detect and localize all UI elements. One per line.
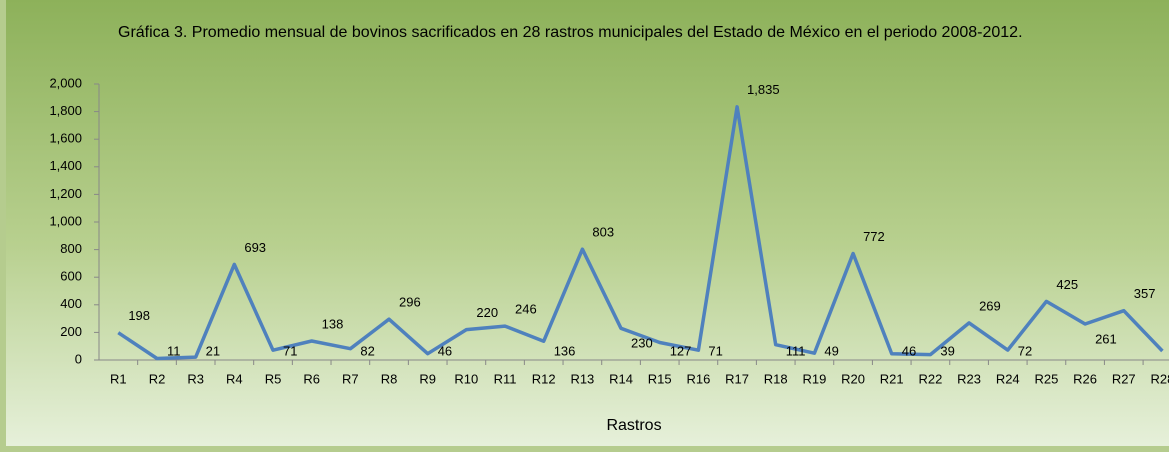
chart-title: Gráfica 3. Promedio mensual de bovinos s… [118,24,1023,41]
data-label: 11 [167,343,181,358]
data-label: 246 [515,301,537,316]
x-tick-label: R20 [841,371,865,386]
x-tick-label: R28 [1150,371,1169,386]
data-label: 46 [438,343,452,358]
x-tick-label: R19 [802,371,826,386]
x-tick-label: R15 [648,371,672,386]
chart-background [6,0,1169,446]
data-label: 693 [244,240,266,255]
data-label: 296 [399,295,421,310]
data-label: 71 [283,343,297,358]
y-tick-label: 1,200 [49,186,82,201]
y-tick-label: 1,800 [49,103,82,118]
data-label: 269 [979,298,1001,313]
data-label: 111 [786,343,806,358]
x-tick-label: R22 [918,371,942,386]
data-label: 46 [902,343,916,358]
x-tick-label: R13 [570,371,594,386]
data-label: 71 [708,343,722,358]
x-tick-label: R2 [149,371,166,386]
x-tick-label: R5 [265,371,282,386]
x-tick-label: R26 [1073,371,1097,386]
x-tick-label: R16 [686,371,710,386]
data-label: 230 [631,336,653,351]
data-label: 82 [360,343,374,358]
y-tick-label: 2,000 [49,75,82,90]
data-label: 136 [554,343,576,358]
x-tick-label: R23 [957,371,981,386]
data-label: 39 [940,343,954,358]
x-tick-label: R8 [381,371,398,386]
x-tick-label: R17 [725,371,749,386]
data-label: 803 [592,225,614,240]
x-tick-label: R6 [303,371,320,386]
x-tick-label: R9 [419,371,436,386]
x-axis-label: Rastros [606,417,661,434]
y-tick-label: 400 [60,296,82,311]
x-tick-label: R25 [1034,371,1058,386]
x-tick-label: R3 [187,371,204,386]
x-tick-label: R12 [532,371,556,386]
data-label: 198 [128,308,150,323]
data-label: 72 [1018,343,1032,358]
x-tick-label: R24 [996,371,1020,386]
data-label: 357 [1134,286,1156,301]
x-tick-label: R14 [609,371,633,386]
x-tick-label: R18 [764,371,788,386]
x-tick-label: R21 [880,371,904,386]
data-label: 772 [863,229,885,244]
data-label: 425 [1056,277,1078,292]
y-tick-label: 200 [60,324,82,339]
y-tick-label: 0 [75,351,82,366]
data-label: 138 [322,316,344,331]
x-tick-label: R10 [454,371,478,386]
data-label: 1,835 [747,82,780,97]
x-tick-label: R11 [494,371,517,386]
data-label: 21 [206,343,220,358]
x-tick-label: R7 [342,371,359,386]
y-tick-label: 1,000 [49,213,82,228]
line [117,105,1164,361]
x-tick-label: R4 [226,371,243,386]
data-label: 127 [670,343,692,358]
data-label: 261 [1095,331,1117,346]
y-tick-label: 1,400 [49,158,82,173]
data-label: 220 [476,305,498,320]
y-tick-label: 1,600 [49,131,82,146]
y-tick-label: 800 [60,241,82,256]
y-tick-label: 600 [60,269,82,284]
data-label: 49 [824,343,838,358]
x-tick-label: R27 [1112,371,1136,386]
x-tick-label: R1 [110,371,127,386]
